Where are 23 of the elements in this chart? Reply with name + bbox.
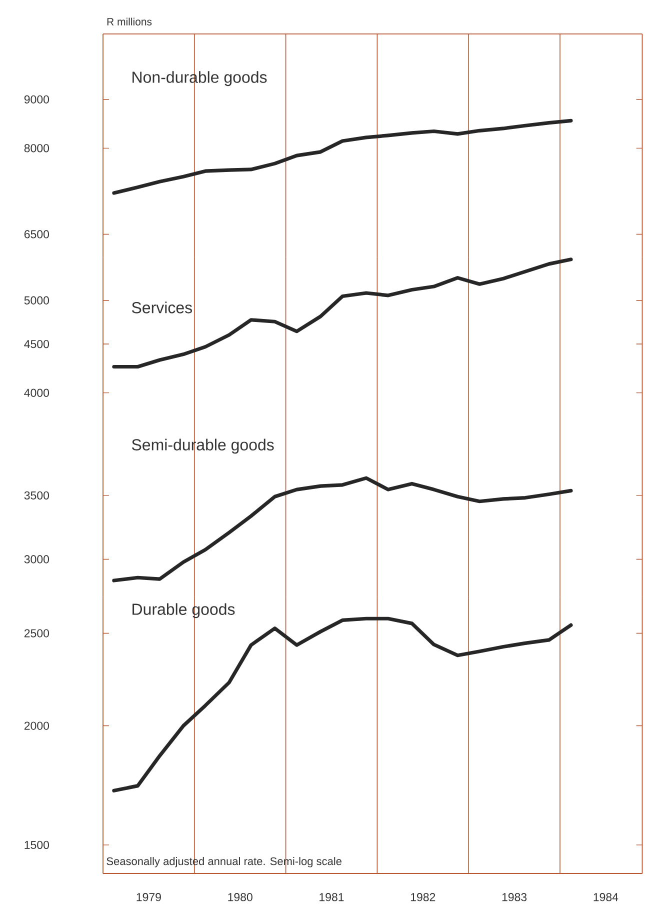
x-tick-label: 1981 bbox=[320, 893, 344, 902]
y-tick-label: 6500 bbox=[24, 230, 50, 238]
y-tick-label: 3000 bbox=[24, 555, 50, 564]
x-tick-label: 1982 bbox=[410, 893, 436, 902]
x-tick-label: 1980 bbox=[228, 893, 252, 902]
y-tick-label: 2500 bbox=[24, 629, 50, 638]
line-series bbox=[112, 616, 573, 792]
x-tick-label: 1979 bbox=[136, 893, 161, 902]
y-tick-label: 3500 bbox=[24, 491, 50, 500]
x-tick-label: 1984 bbox=[594, 893, 618, 902]
x-tick-label: 1983 bbox=[502, 893, 527, 902]
text: Services bbox=[132, 302, 192, 314]
y-tick-label: 8000 bbox=[24, 144, 50, 152]
y-tick-label: 9000 bbox=[24, 95, 50, 104]
y-tick-label: 2000 bbox=[24, 722, 50, 730]
y-tick-label: 5000 bbox=[24, 296, 50, 304]
line-series bbox=[112, 258, 573, 369]
y-tick-label: 4000 bbox=[24, 388, 50, 397]
y-tick-label: 4500 bbox=[24, 340, 50, 348]
line-series bbox=[112, 476, 573, 582]
y-axis-title: R millions bbox=[107, 18, 152, 26]
y-tick-label: 1500 bbox=[24, 840, 50, 849]
line-series bbox=[112, 118, 573, 195]
